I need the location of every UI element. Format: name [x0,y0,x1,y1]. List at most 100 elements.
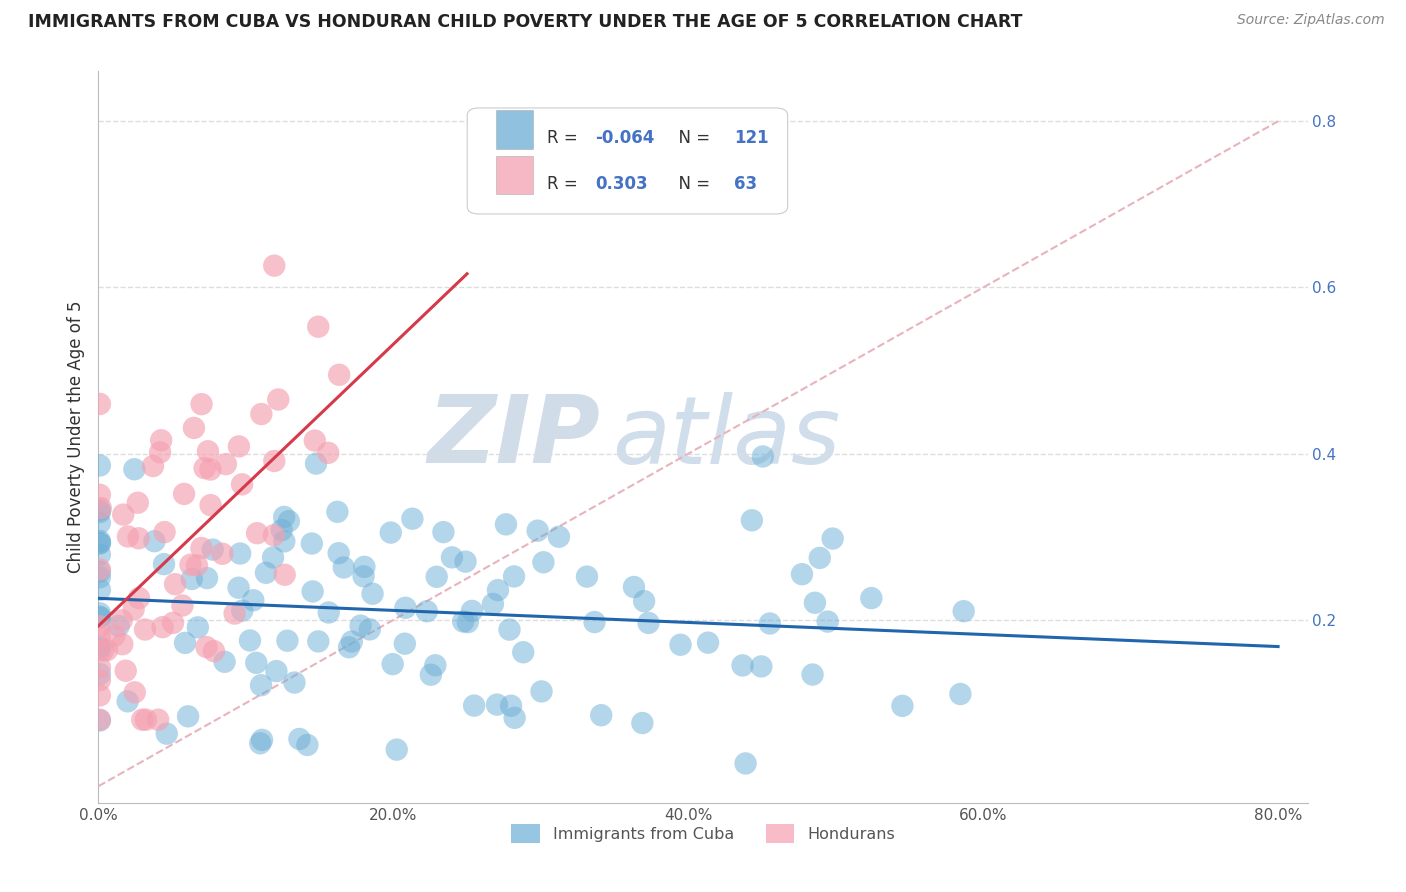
Point [734,756,756,771]
Point [89,607,111,621]
Point [89,565,111,579]
Point [200,462,222,476]
Point [262,550,284,565]
Point [817,615,839,629]
Point [165,577,187,591]
Legend: Immigrants from Cuba, Hondurans: Immigrants from Cuba, Hondurans [505,817,901,850]
Point [273,567,295,582]
Point [90,501,112,516]
Point [150,434,173,448]
Point [482,597,505,611]
Point [214,655,236,669]
Point [124,685,146,699]
Point [361,587,384,601]
Point [89,397,111,411]
Point [328,546,350,560]
Point [128,591,150,605]
Point [202,644,225,658]
Point [228,439,250,453]
Point [89,713,111,727]
Point [254,566,277,580]
Point [401,511,423,525]
Point [575,569,598,583]
Point [89,673,111,688]
Point [215,457,238,471]
Point [530,684,553,698]
Point [461,604,484,618]
Point [200,498,222,512]
Point [631,716,654,731]
Point [183,421,205,435]
Point [89,689,111,703]
FancyBboxPatch shape [467,108,787,214]
Point [463,698,485,713]
Point [228,581,250,595]
Point [89,548,111,562]
Point [135,713,157,727]
Point [246,526,269,541]
Point [297,738,319,752]
Point [89,505,111,519]
Point [790,567,813,582]
Point [425,658,447,673]
Point [89,667,111,681]
Point [190,541,212,555]
Point [128,531,150,545]
Point [143,534,166,549]
Point [499,698,522,713]
Point [96,643,118,657]
Point [503,569,526,583]
Point [381,657,404,672]
Point [187,620,209,634]
Point [426,570,449,584]
FancyBboxPatch shape [496,111,533,149]
Point [380,525,402,540]
Point [891,698,914,713]
Point [211,547,233,561]
Point [89,488,111,502]
Point [111,637,134,651]
Text: 0.303: 0.303 [595,175,648,193]
Text: 63: 63 [734,175,758,193]
Point [276,633,298,648]
Point [486,583,509,598]
Point [89,536,111,550]
Point [633,594,655,608]
Point [432,525,454,540]
Point [266,664,288,678]
Point [153,525,176,540]
Point [174,636,197,650]
Point [394,637,416,651]
Point [385,742,408,756]
Point [454,555,477,569]
Point [318,606,340,620]
Point [172,599,194,613]
Point [623,580,645,594]
Text: Source: ZipAtlas.com: Source: ZipAtlas.com [1237,13,1385,28]
Point [107,619,129,633]
Point [316,446,339,460]
Point [495,517,517,532]
Text: IMMIGRANTS FROM CUBA VS HONDURAN CHILD POVERTY UNDER THE AGE OF 5 CORRELATION CH: IMMIGRANTS FROM CUBA VS HONDURAN CHILD P… [28,13,1022,31]
Point [583,615,606,629]
Point [89,536,111,550]
Point [821,532,844,546]
Point [197,444,219,458]
Point [326,505,349,519]
Point [180,558,202,572]
Point [103,629,125,643]
Point [173,487,195,501]
Point [498,623,520,637]
Text: N =: N = [668,175,716,193]
Point [263,528,285,542]
Point [190,397,212,411]
Point [485,698,508,712]
Point [195,571,218,585]
Text: N =: N = [668,129,716,147]
Point [162,615,184,630]
Point [952,604,974,618]
Point [245,656,267,670]
Point [283,675,305,690]
Point [177,709,200,723]
Point [114,664,136,678]
